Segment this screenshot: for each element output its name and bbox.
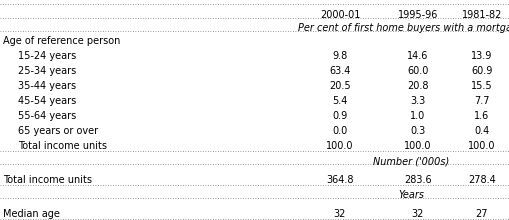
Text: 60.0: 60.0 <box>407 66 428 76</box>
Text: 278.4: 278.4 <box>467 175 495 185</box>
Text: 20.5: 20.5 <box>328 81 350 91</box>
Text: 364.8: 364.8 <box>326 175 353 185</box>
Text: 27: 27 <box>475 209 487 219</box>
Text: Number ('000s): Number ('000s) <box>372 156 448 166</box>
Text: 63.4: 63.4 <box>329 66 350 76</box>
Text: Age of reference person: Age of reference person <box>3 36 120 46</box>
Text: 35-44 years: 35-44 years <box>18 81 76 91</box>
Text: 0.0: 0.0 <box>332 126 347 136</box>
Text: 9.8: 9.8 <box>332 51 347 61</box>
Text: 60.9: 60.9 <box>470 66 492 76</box>
Text: Total income units: Total income units <box>3 175 92 185</box>
Text: Per cent of first home buyers with a mortgage: Per cent of first home buyers with a mor… <box>297 23 509 33</box>
Text: 3.3: 3.3 <box>410 96 425 106</box>
Text: 7.7: 7.7 <box>473 96 489 106</box>
Text: 2000-01: 2000-01 <box>319 10 359 20</box>
Text: 0.4: 0.4 <box>473 126 489 136</box>
Text: 45-54 years: 45-54 years <box>18 96 76 106</box>
Text: 1.0: 1.0 <box>410 111 425 121</box>
Text: 1981-82: 1981-82 <box>461 10 501 20</box>
Text: 20.8: 20.8 <box>407 81 428 91</box>
Text: 0.3: 0.3 <box>410 126 425 136</box>
Text: 65 years or over: 65 years or over <box>18 126 98 136</box>
Text: 15-24 years: 15-24 years <box>18 51 76 61</box>
Text: 32: 32 <box>411 209 423 219</box>
Text: 15.5: 15.5 <box>470 81 492 91</box>
Text: 14.6: 14.6 <box>407 51 428 61</box>
Text: Years: Years <box>397 190 423 200</box>
Text: Median age: Median age <box>3 209 60 219</box>
Text: 25-34 years: 25-34 years <box>18 66 76 76</box>
Text: Total income units: Total income units <box>18 141 107 151</box>
Text: 1.6: 1.6 <box>473 111 489 121</box>
Text: 13.9: 13.9 <box>470 51 492 61</box>
Text: 55-64 years: 55-64 years <box>18 111 76 121</box>
Text: 100.0: 100.0 <box>326 141 353 151</box>
Text: 5.4: 5.4 <box>332 96 347 106</box>
Text: 283.6: 283.6 <box>404 175 431 185</box>
Text: 1995-96: 1995-96 <box>397 10 437 20</box>
Text: 0.9: 0.9 <box>332 111 347 121</box>
Text: 100.0: 100.0 <box>467 141 495 151</box>
Text: 100.0: 100.0 <box>404 141 431 151</box>
Text: 32: 32 <box>333 209 346 219</box>
